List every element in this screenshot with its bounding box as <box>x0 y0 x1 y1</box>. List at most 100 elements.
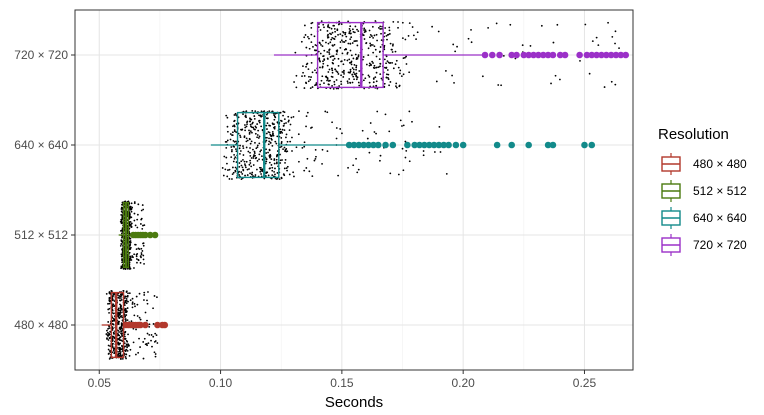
jitter-point <box>368 29 371 32</box>
panel-border <box>74 9 634 371</box>
outlier-point <box>493 141 501 149</box>
jitter-point <box>305 46 308 49</box>
outlier-point <box>530 51 537 59</box>
legend-label: 480 × 480 <box>693 157 747 171</box>
jitter-point <box>369 33 372 36</box>
jitter-point <box>271 130 274 133</box>
jitter-point <box>123 335 126 338</box>
jitter-point <box>281 159 283 161</box>
jitter-point <box>260 155 263 158</box>
jitter-point <box>335 70 338 73</box>
jitter-point <box>229 138 232 141</box>
jitter-point <box>267 151 269 154</box>
jitter-point <box>249 130 252 133</box>
jitter-point <box>243 160 246 163</box>
y-tick-label: 720 × 720 <box>14 48 68 62</box>
jitter-point <box>314 69 316 72</box>
jitter-point <box>383 58 386 61</box>
jitter-point <box>129 299 132 302</box>
jitter-point <box>235 131 238 134</box>
jitter-point <box>355 64 358 67</box>
jitter-point <box>349 29 352 32</box>
jitter-point <box>272 132 274 135</box>
jitter-point <box>397 173 400 176</box>
x-tick-label: 0.20 <box>451 376 475 390</box>
jitter-point <box>121 357 124 360</box>
jitter-point <box>285 133 288 136</box>
legend-label: 720 × 720 <box>693 238 747 252</box>
outlier-point <box>576 51 583 59</box>
jitter-point <box>127 292 129 295</box>
jitter-point <box>395 85 397 88</box>
jitter-point <box>385 62 387 65</box>
jitter-point <box>326 51 329 53</box>
jitter-point <box>112 335 115 338</box>
outlier-point <box>142 321 149 329</box>
jitter-point <box>117 341 119 344</box>
jitter-point <box>256 144 259 147</box>
jitter-point <box>361 129 364 132</box>
jitter-point <box>325 75 328 78</box>
jitter-point <box>313 49 316 52</box>
jitter-point <box>368 151 371 154</box>
jitter-point <box>408 71 411 74</box>
jitter-point <box>340 60 342 63</box>
jitter-point <box>311 86 314 88</box>
jitter-point <box>132 341 135 344</box>
jitter-point <box>305 125 307 128</box>
jitter-point <box>140 256 142 259</box>
jitter-point <box>363 29 365 31</box>
jitter-point <box>108 337 111 340</box>
jitter-point <box>379 159 381 162</box>
jitter-point <box>131 255 134 257</box>
outlier-point <box>581 141 588 149</box>
jitter-point <box>152 335 155 338</box>
jitter-point <box>306 111 309 114</box>
jitter-point <box>374 20 377 22</box>
jitter-point <box>368 64 371 67</box>
jitter-point <box>286 140 289 143</box>
jitter-point <box>379 25 382 28</box>
jitter-point <box>340 74 342 77</box>
jitter-point <box>280 145 283 148</box>
jitter-point <box>309 87 312 90</box>
jitter-point <box>273 114 276 117</box>
jitter-point <box>306 157 309 160</box>
jitter-point <box>273 118 276 121</box>
jitter-point <box>352 71 355 74</box>
jitter-point <box>232 125 234 128</box>
jitter-point <box>380 77 383 80</box>
jitter-point <box>148 325 151 328</box>
jitter-point <box>579 60 581 62</box>
jitter-point <box>111 299 114 302</box>
jitter-point <box>105 292 108 295</box>
jitter-point <box>146 299 148 302</box>
jitter-point <box>108 302 111 305</box>
jitter-point <box>364 29 367 32</box>
jitter-point <box>401 125 403 127</box>
x-tick-label: 0.10 <box>209 376 233 390</box>
jitter-point <box>307 68 310 70</box>
jitter-point <box>373 34 376 37</box>
jitter-point <box>120 243 123 245</box>
outlier-point <box>389 141 397 149</box>
jitter-point <box>294 51 297 54</box>
jitter-point <box>119 303 121 306</box>
jitter-point <box>119 336 122 338</box>
jitter-point <box>245 137 248 140</box>
jitter-point <box>241 173 244 175</box>
jitter-point <box>305 115 308 118</box>
jitter-point <box>326 150 329 152</box>
jitter-point <box>337 57 340 60</box>
jitter-point <box>377 66 380 69</box>
jitter-point <box>108 311 110 314</box>
jitter-point <box>339 33 342 36</box>
jitter-point <box>356 76 359 79</box>
jitter-point <box>152 323 155 325</box>
jitter-point <box>246 174 249 176</box>
jitter-point <box>284 161 286 164</box>
jitter-point <box>259 150 262 153</box>
jitter-point <box>119 299 121 302</box>
jitter-point <box>607 21 609 24</box>
jitter-point <box>260 169 263 172</box>
